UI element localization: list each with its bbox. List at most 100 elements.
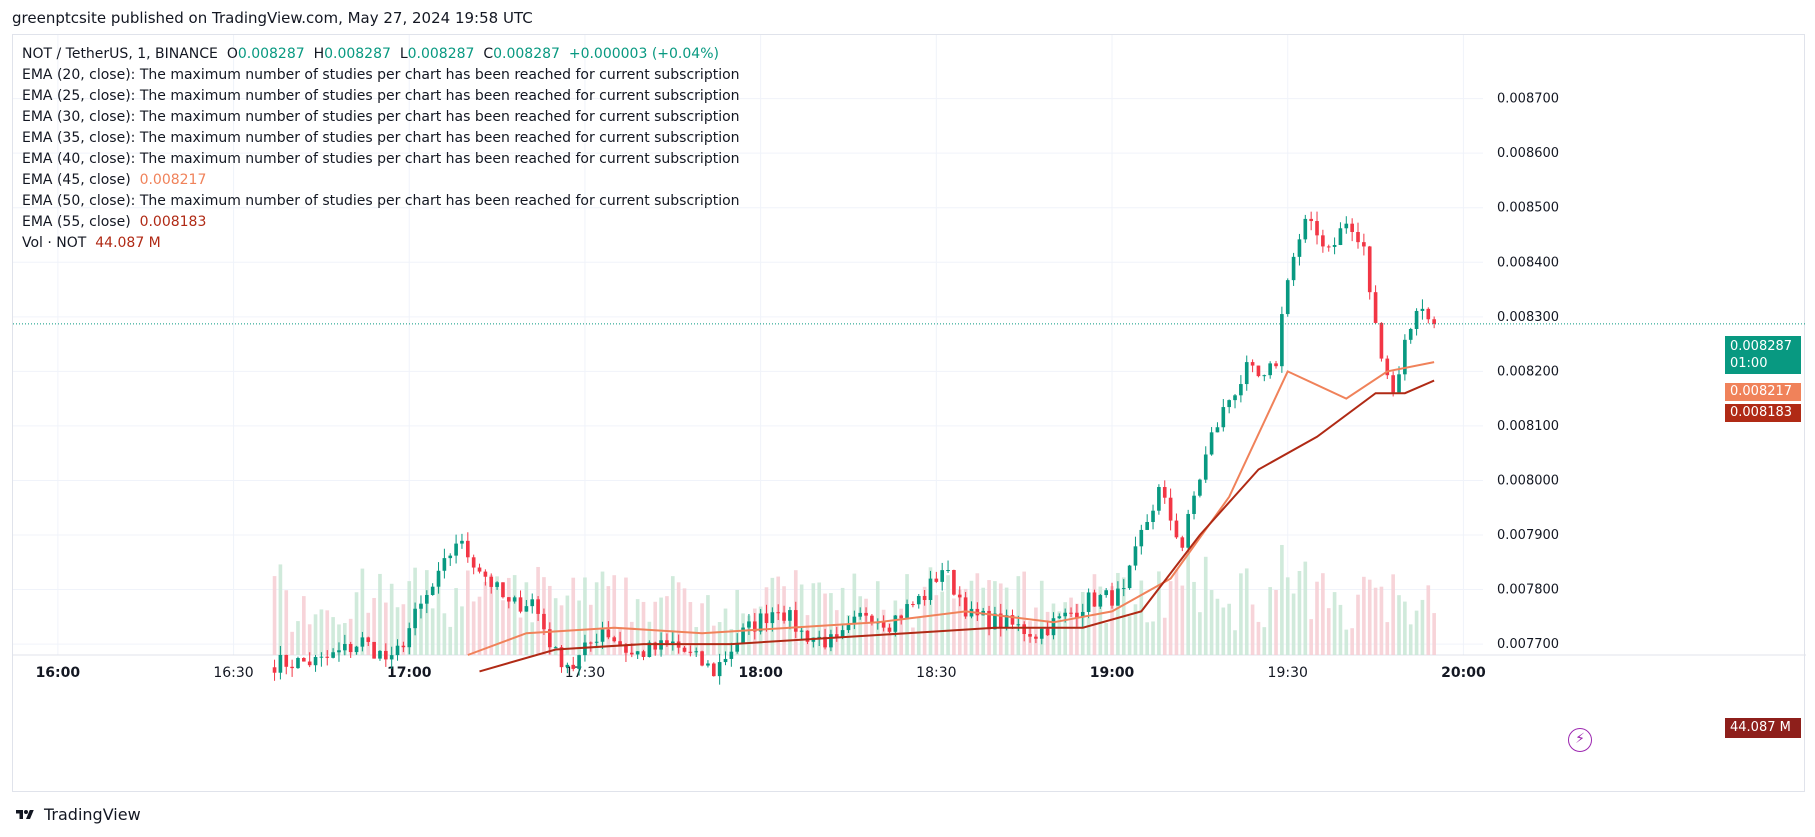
lightning-icon[interactable]: ⚡: [1568, 728, 1592, 752]
candle-body: [782, 612, 786, 621]
volume-bar: [471, 601, 476, 655]
volume-bar: [600, 571, 605, 655]
candle-body: [1338, 228, 1343, 246]
publisher-line: greenptcsite published on TradingView.co…: [12, 9, 533, 27]
volume-label: Vol · NOT: [22, 235, 87, 251]
candle-body: [460, 540, 464, 544]
candle-body: [430, 586, 435, 595]
volume-bar: [747, 615, 751, 655]
candle-body: [588, 642, 593, 644]
volume-bar: [864, 598, 868, 655]
x-tick-label: 16:00: [36, 665, 81, 681]
candle-body: [993, 613, 997, 630]
chart-frame[interactable]: 0.007700 0.007800 0.007900 0.008000 0.008100…: [12, 34, 1806, 793]
candle-body: [1285, 280, 1290, 315]
volume-bar: [1209, 590, 1214, 655]
candle-body: [1426, 308, 1431, 320]
candle-body: [741, 627, 745, 643]
study-row-ema55[interactable]: EMA (55, close) 0.008183: [22, 212, 740, 233]
candle-body: [846, 623, 851, 631]
candle-body: [1291, 256, 1296, 281]
candle-body: [1350, 223, 1354, 233]
candle-body: [624, 645, 628, 653]
candle-body: [688, 651, 693, 653]
y-tick-label: 0.007900: [1497, 528, 1559, 543]
candle-body: [987, 610, 991, 630]
volume-bar: [682, 588, 687, 655]
study-row[interactable]: EMA (30, close): The maximum number of s…: [22, 107, 740, 128]
candle-body: [788, 610, 792, 621]
volume-bar: [483, 581, 488, 655]
candle-body: [922, 595, 927, 601]
candle-body: [1403, 339, 1407, 375]
candle-body: [1244, 362, 1249, 385]
candle-body: [1034, 636, 1038, 639]
volume-bar: [1198, 612, 1202, 655]
candle-body: [998, 613, 1003, 629]
volume-bar: [1145, 622, 1149, 655]
candle-body: [1367, 246, 1372, 293]
study-row[interactable]: EMA (50, close): The maximum number of s…: [22, 191, 740, 212]
candle-body: [1086, 592, 1091, 612]
candle-body: [957, 594, 962, 598]
volume-bar: [372, 597, 376, 655]
candle-body: [952, 570, 956, 595]
study-label: EMA (25, close):: [22, 88, 136, 104]
candle-body: [1080, 611, 1085, 618]
study-row[interactable]: EMA (40, close): The maximum number of s…: [22, 149, 740, 170]
candle-body: [852, 616, 857, 624]
volume-bar: [1162, 617, 1167, 655]
volume-bar: [799, 584, 804, 655]
price-chart[interactable]: 0.007700 0.007800 0.007900 0.008000 0.008100…: [13, 35, 1806, 793]
volume-bar: [1157, 571, 1161, 655]
candle-body: [1110, 590, 1114, 606]
volume-bar: [1139, 580, 1144, 655]
volume-bar: [1221, 607, 1226, 655]
study-label: EMA (40, close):: [22, 151, 136, 167]
volume-bar: [1057, 611, 1062, 655]
candle-body: [1039, 628, 1044, 639]
study-row-ema45[interactable]: EMA (45, close) 0.008217: [22, 170, 740, 191]
volume-row[interactable]: Vol · NOT 44.087 M: [22, 233, 740, 254]
study-row[interactable]: EMA (20, close): The maximum number of s…: [22, 65, 740, 86]
volume-bar: [811, 583, 816, 655]
candle-body: [1303, 218, 1308, 240]
x-tick-label: 18:00: [738, 665, 783, 681]
candle-body: [1373, 292, 1378, 323]
study-row[interactable]: EMA (35, close): The maximum number of s…: [22, 128, 740, 149]
candle-body: [834, 634, 839, 637]
legend-symbol-row[interactable]: NOT / TetherUS, 1, BINANCE O0.008287 H0.…: [22, 44, 740, 65]
volume-bar: [1180, 585, 1185, 655]
ema45-value: 0.008217: [139, 172, 207, 188]
volume-bar: [606, 586, 611, 655]
candle-body: [360, 637, 365, 647]
volume-bar: [1414, 610, 1419, 655]
candle-body: [735, 642, 740, 652]
volume-bar: [1408, 624, 1413, 655]
high-value: 0.008287: [324, 46, 391, 62]
candle-body: [1408, 328, 1413, 340]
footer-brand[interactable]: TradingView: [12, 805, 141, 824]
symbol-name[interactable]: NOT / TetherUS, 1, BINANCE: [22, 46, 218, 62]
volume-bar: [1203, 556, 1208, 655]
volume-bar: [1303, 561, 1308, 655]
volume-bar: [653, 601, 658, 655]
volume-bar: [307, 624, 312, 655]
volume-bar: [858, 596, 863, 655]
y-tick-label: 0.008100: [1497, 419, 1559, 434]
study-message: The maximum number of studies per chart …: [139, 151, 740, 167]
candle-body: [419, 603, 423, 609]
study-row[interactable]: EMA (25, close): The maximum number of s…: [22, 86, 740, 107]
candle-body: [711, 663, 716, 677]
volume-bar: [676, 582, 681, 655]
volume-bar: [729, 628, 734, 655]
study-message: The maximum number of studies per chart …: [139, 193, 740, 209]
candle-body: [963, 597, 968, 617]
candle-body: [916, 595, 921, 605]
tradingview-logo-icon: [16, 809, 34, 819]
volume-bar: [337, 624, 341, 655]
candle-body: [1414, 310, 1419, 329]
candle-body: [1104, 590, 1108, 596]
volume-bar: [1356, 594, 1360, 655]
volume-bar: [524, 582, 529, 655]
